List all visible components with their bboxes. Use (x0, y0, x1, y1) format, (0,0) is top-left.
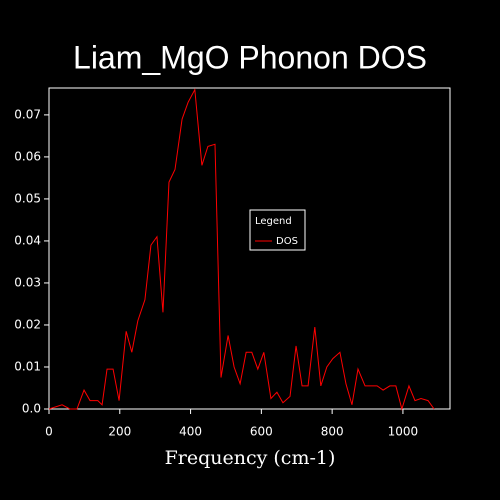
x-tick-label: 0 (45, 425, 53, 439)
chart-title: Liam_MgO Phonon DOS (73, 39, 427, 75)
y-tick-label: 0.03 (14, 275, 41, 289)
legend-title: Legend (255, 216, 292, 227)
plot-frame (48, 87, 451, 410)
y-tick-label: 0.07 (14, 107, 41, 121)
y-tick-label: 0.02 (14, 317, 41, 331)
y-tick-label: 0.04 (14, 233, 41, 247)
legend-label: DOS (276, 236, 298, 247)
x-tick-label: 600 (250, 425, 273, 439)
y-tick-label: 0.05 (14, 191, 41, 205)
x-tick-label: 400 (179, 425, 202, 439)
x-axis-label: Frequency (cm-1) (165, 447, 336, 469)
x-tick-label: 800 (321, 425, 344, 439)
y-tick-label: 0.01 (14, 359, 41, 373)
x-tick-label: 1000 (388, 425, 419, 439)
y-tick-label: 0.06 (14, 149, 41, 163)
y-tick-label: 0.0 (22, 402, 41, 416)
legend-box (249, 209, 306, 251)
x-tick-label: 200 (108, 425, 131, 439)
dos-line (48, 87, 435, 411)
